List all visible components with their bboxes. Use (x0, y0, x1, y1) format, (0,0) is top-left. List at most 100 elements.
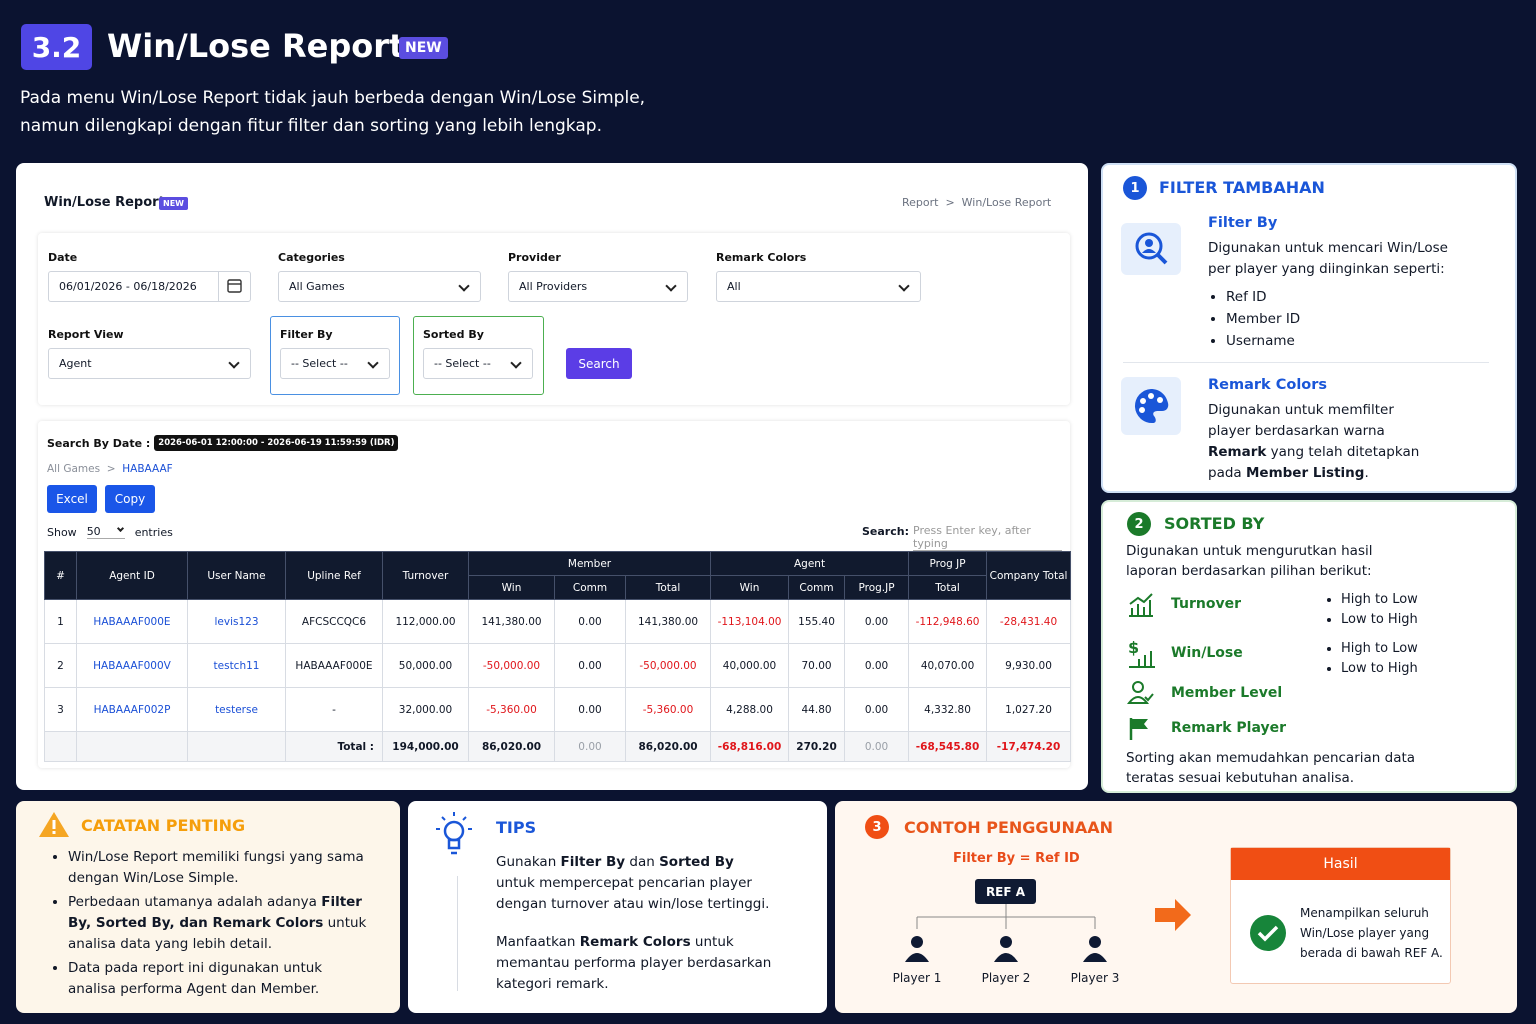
cell-link[interactable]: HABAAAF000E (93, 615, 171, 628)
cell-text: -50,000.00 (639, 659, 697, 672)
cell: -5,360.00 (468, 687, 555, 732)
select[interactable]: Agent (48, 348, 251, 379)
sort-item: Remark Player (1171, 720, 1287, 736)
cell: -50,000.00 (468, 643, 555, 688)
filter-example: Filter By = Ref ID (953, 851, 1080, 866)
cell-text: 4,332.80 (924, 703, 971, 716)
text: Manfaatkan (496, 934, 580, 950)
cell-link[interactable]: testerse (215, 703, 258, 716)
bullet-list: Win/Lose Report memiliki fungsi yang sam… (50, 847, 370, 1000)
cell: 155.40 (788, 599, 846, 644)
cell-text: -113,104.00 (717, 615, 782, 628)
cell: 0.00 (554, 599, 626, 644)
paragraph: Manfaatkan Remark Colors untuk memantau … (496, 932, 776, 995)
cell: - (285, 687, 383, 732)
panel-title: FILTER TAMBAHAN (1159, 178, 1325, 197)
column-header: Company Total (986, 551, 1072, 600)
cell-text: -112,948.60 (915, 615, 980, 628)
sort-item: Turnover (1171, 596, 1241, 612)
panel-title: CONTOH PENGGUNAAN (904, 818, 1114, 837)
report-table: # Agent ID User Name Upline Ref Turnover Memb… (44, 551, 1072, 762)
select[interactable]: All Games (278, 271, 481, 302)
excel-button[interactable]: Excel (47, 485, 97, 513)
bullet: Win/Lose Report memiliki fungsi yang sam… (68, 847, 370, 889)
copy-button[interactable]: Copy (105, 485, 155, 513)
search-button[interactable]: Search (566, 348, 632, 379)
search-user-icon (1121, 223, 1181, 275)
cell-text: 141,380.00 (637, 615, 699, 628)
highlight-box (270, 316, 400, 395)
cell-text: -50,000.00 (482, 659, 541, 672)
entries-select[interactable]: 50 (86, 524, 125, 539)
cell: HABAAAF000E (285, 643, 383, 688)
warning-icon (39, 812, 69, 837)
total-value: 0.00 (864, 740, 889, 753)
cell-text: 0.00 (578, 659, 602, 672)
divider (457, 876, 458, 991)
label: Show (47, 525, 77, 539)
cell-link[interactable]: testch11 (213, 659, 260, 672)
cell: 0.00 (554, 643, 626, 688)
cell: -68,816.00 (710, 731, 790, 762)
filter-panel: 1 FILTER TAMBAHAN Filter By Digunakan un… (1101, 163, 1517, 493)
cell-text: 32,000.00 (398, 703, 453, 716)
cell: 70.00 (788, 643, 846, 688)
item-title: Filter By (1208, 215, 1278, 231)
total-value: 86,020.00 (638, 740, 698, 753)
breadcrumb-item[interactable]: Report (902, 196, 939, 209)
select[interactable]: All (716, 271, 921, 302)
select-value: Agent (59, 357, 92, 370)
cell: testch11 (187, 643, 286, 688)
group-header: Agent (710, 551, 910, 576)
date-range: 2026-06-01 12:00:00 - 2026-06-19 11:59:5… (154, 435, 399, 451)
cell-link[interactable]: HABAAAF000V (93, 659, 171, 672)
date-input[interactable]: 06/01/2026 - 06/18/2026 (48, 271, 251, 302)
group-header: Prog JP (908, 551, 988, 576)
path: All Games > HABAAAF (47, 463, 173, 475)
cell-text: 3 (57, 703, 64, 716)
cell: -50,000.00 (624, 643, 712, 688)
tips-panel: TIPS Gunakan Filter By dan Sorted By unt… (408, 801, 827, 1013)
cell-text: -5,360.00 (642, 703, 694, 716)
column-header: # (44, 551, 77, 600)
cell: -68,545.80 (908, 731, 988, 762)
search-label: Search: (862, 525, 909, 538)
cell: 0.00 (844, 687, 910, 732)
palette-icon (1121, 377, 1181, 435)
total-value: 194,000.00 (392, 740, 459, 753)
cell: 50,000.00 (382, 643, 469, 688)
user-icon (1127, 681, 1154, 704)
sort-item: Member Level (1171, 685, 1283, 701)
filter-label: Provider (508, 251, 561, 264)
options: High to LowLow to High (1323, 639, 1418, 679)
select[interactable]: -- Select -- (423, 348, 533, 379)
show-entries: Show 50 entries (47, 524, 173, 539)
option: High to Low (1341, 639, 1418, 659)
cell-link[interactable]: levis123 (214, 615, 259, 628)
panel-title: TIPS (496, 818, 537, 837)
text: Perbedaan utamanya adalah adanya (68, 894, 322, 910)
select[interactable]: All Providers (508, 271, 688, 302)
bullet: Member ID (1226, 308, 1300, 330)
text: untuk memantau performa player berdasark… (496, 934, 772, 992)
total-value: -68,545.80 (915, 740, 980, 753)
cell-text: 1 (57, 615, 64, 628)
select[interactable]: -- Select -- (280, 348, 390, 379)
cell: -113,104.00 (710, 599, 790, 644)
filter-label: Remark Colors (716, 251, 807, 264)
result-text: Menampilkan seluruh Win/Lose player yang… (1300, 906, 1443, 960)
select-value: -- Select -- (291, 357, 348, 370)
filter-label: Date (48, 251, 78, 264)
cell: -17,474.20 (986, 731, 1072, 762)
result-title: Hasil (1231, 848, 1450, 880)
cell-link[interactable]: HABAAAF002P (93, 703, 171, 716)
cell: 0.00 (554, 731, 626, 762)
path-item[interactable]: All Games (47, 463, 101, 475)
notes-panel: CATATAN PENTING Win/Lose Report memiliki… (16, 801, 400, 1013)
search-input[interactable]: Press Enter key, after typing (913, 524, 1062, 551)
money-icon: $ (1128, 639, 1155, 668)
sorted-panel: 2 SORTED BY Digunakan untuk mengurutkan … (1101, 500, 1517, 793)
table-row: 2 HABAAAF000V testch11 HABAAAF000E 50,000.00… (44, 643, 1072, 688)
ref-node: REF A (975, 879, 1036, 904)
